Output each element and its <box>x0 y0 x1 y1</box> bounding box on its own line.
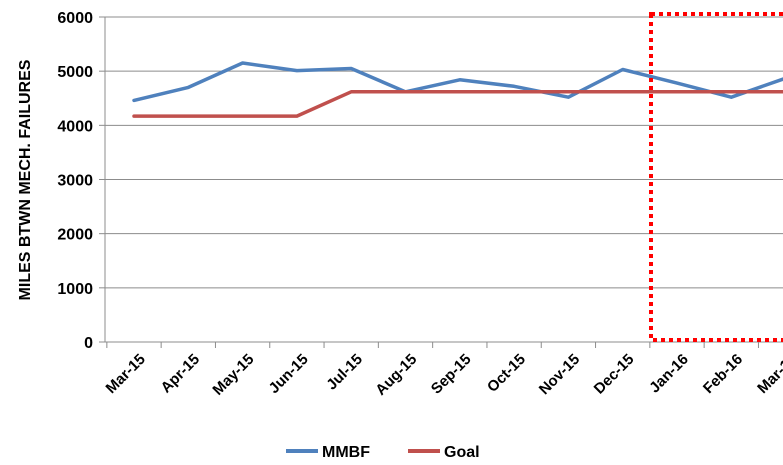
x-tick-label: Dec-15 <box>591 351 638 398</box>
gridlines <box>105 16 783 289</box>
axes <box>99 16 783 348</box>
x-tick-labels: Mar-15 Apr-15 May-15 Jun-15 Jul-15 Aug-15 Sep-… <box>103 351 783 399</box>
x-tick-label: Oct-15 <box>484 351 529 396</box>
legend: MMBF Goal <box>286 444 480 461</box>
y-tick-label: 0 <box>84 335 93 352</box>
legend-label-mmbf: MMBF <box>322 444 370 461</box>
x-tick-label: Mar-16 <box>754 351 783 397</box>
y-tick-label: 3000 <box>57 173 93 190</box>
x-tick-label: Apr-15 <box>158 351 204 397</box>
x-tick-label: Aug-15 <box>372 351 420 399</box>
legend-label-goal: Goal <box>444 444 480 461</box>
x-tick-label: Jul-15 <box>323 351 366 394</box>
y-tick-label: 2000 <box>57 227 93 244</box>
y-tick-label: 6000 <box>57 10 93 27</box>
series-line-mmbf <box>132 61 783 103</box>
y-tick-labels: 0 1000 2000 3000 4000 5000 6000 <box>57 10 93 352</box>
x-tick-label: Sep-15 <box>428 351 475 398</box>
highlight-box <box>649 12 783 342</box>
y-tick-label: 5000 <box>57 64 93 81</box>
y-tick-label: 1000 <box>57 281 93 298</box>
series-line-goal <box>132 90 783 118</box>
x-tick-label: Nov-15 <box>536 351 583 398</box>
x-tick-label: May-15 <box>209 351 257 399</box>
x-tick-label: Jan-16 <box>646 351 692 397</box>
y-axis-label: MILES BTWN MECH. FAILURES <box>17 59 34 300</box>
x-tick-label: Jun-15 <box>266 351 312 397</box>
y-tick-label: 4000 <box>57 118 93 135</box>
series-lines <box>132 61 783 118</box>
x-tick-label: Feb-16 <box>700 351 746 397</box>
x-tick-label: Mar-15 <box>103 351 149 397</box>
